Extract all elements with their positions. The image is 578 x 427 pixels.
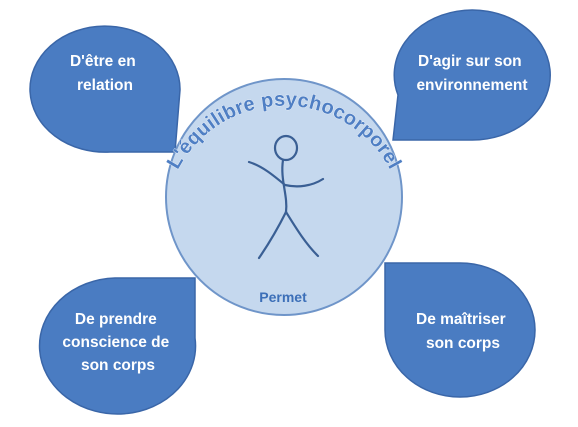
bubble-top-right-text: D'agir sur son environnement [416, 53, 527, 94]
bubble-bottom-left-shape [38, 277, 197, 415]
bubble-top-left: D'être en relation [29, 25, 181, 153]
bubble-bottom-left-line-3: son corps [81, 357, 155, 374]
bubble-top-left-shape [29, 25, 181, 153]
bubble-bottom-left-line-1: De prendre [75, 311, 157, 328]
bubble-bottom-right-text: De maîtriser son corps [416, 311, 510, 352]
center-label: Permet [259, 289, 307, 305]
bubble-top-left-line-1: D'être en [70, 53, 136, 70]
bubble-top-right: D'agir sur son environnement [392, 9, 551, 141]
bubble-bottom-left-text: De prendre conscience de son corps [62, 311, 173, 374]
bubble-bottom-left: De prendre conscience de son corps [38, 277, 197, 415]
bubble-top-left-line-2: relation [77, 77, 133, 94]
bubble-top-right-line-1: D'agir sur son [418, 53, 522, 70]
bubble-bottom-right-line-2: son corps [426, 335, 500, 352]
bubble-bottom-right-shape [384, 262, 536, 398]
bubble-bottom-left-line-2: conscience de [62, 334, 169, 351]
bubble-bottom-right: De maîtriser son corps [384, 262, 536, 398]
bubble-top-right-shape [392, 9, 551, 141]
stick-figure-icon [247, 134, 325, 260]
center-circle-group: L'équilibre psychocorporel Permet [162, 78, 405, 316]
bubble-bottom-right-line-1: De maîtriser [416, 311, 506, 328]
bubble-top-left-text: D'être en relation [70, 53, 140, 94]
center-circle [165, 78, 403, 316]
bubble-top-right-line-2: environnement [416, 77, 527, 94]
